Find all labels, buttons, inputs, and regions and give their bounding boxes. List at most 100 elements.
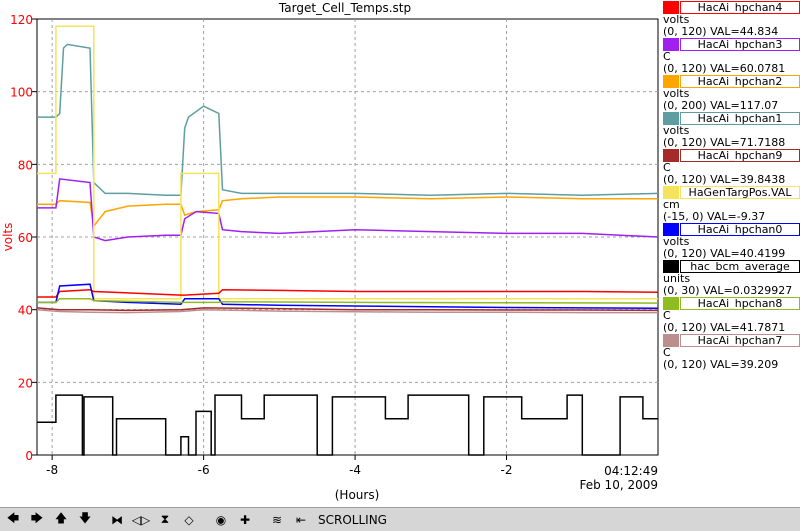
legend-value: VAL=40.4199 [710, 248, 786, 260]
legend-value: VAL=0.0329927 [703, 285, 793, 297]
legend-item[interactable]: HacAi_hpchan7 C (0, 120) VAL=39.209 [663, 333, 800, 371]
legend-range: (0, 120) [663, 322, 707, 334]
legend-range: (0, 120) [663, 26, 707, 38]
crosshair-button[interactable]: ✚ [234, 509, 256, 530]
x-tick-label: -4 [349, 463, 361, 477]
legend-channel-name: HacAi_hpchan7 [680, 333, 800, 347]
legend-range: (-15, 0) [663, 211, 704, 223]
scroll-up-button[interactable]: 🡅 [50, 509, 72, 530]
x-tick-label: -8 [46, 463, 58, 477]
series-line-hagentargpos-val [37, 25, 658, 300]
series-layer [36, 25, 659, 456]
zoom-y-out-button[interactable]: ◇ [178, 509, 200, 530]
legend-unit: volts [663, 14, 690, 26]
legend-item[interactable]: HacAi_hpchan2 volts (0, 200) VAL=117.07 [663, 74, 800, 112]
series-line-hacai-hpchan8 [37, 298, 659, 304]
legend-row: HacAi_hpchan1 [663, 111, 800, 125]
y-tick-label: 40 [18, 304, 33, 318]
legend-unit: volts [663, 125, 690, 137]
legend-unit: units [663, 273, 691, 285]
chart-title: Target_Cell_Temps.stp [278, 1, 411, 15]
legend-row: HacAi_hpchan9 [663, 148, 800, 162]
legend-readout: (0, 120) VAL=60.0781 [663, 63, 800, 75]
mode-label: SCROLLING [318, 512, 387, 527]
autoscale-button[interactable]: ≋ [266, 509, 288, 530]
autoscale-icon: ≋ [271, 512, 283, 527]
legend-value: VAL=60.0781 [710, 63, 786, 75]
legend: HacAi_hpchan4 volts (0, 120) VAL=44.834 Hac… [663, 0, 800, 372]
scroll-left-button[interactable]: 🡄 [2, 509, 24, 530]
legend-swatch [663, 74, 679, 88]
legend-channel-name: HaGenTargPos.VAL [680, 185, 800, 199]
legend-unit: C [663, 310, 671, 322]
legend-channel-name: HacAi_hpchan0 [680, 222, 800, 236]
legend-unit: volts [663, 236, 690, 248]
legend-item[interactable]: HacAi_hpchan3 C (0, 120) VAL=60.0781 [663, 37, 800, 75]
plus-icon: ✚ [239, 512, 251, 527]
legend-row: HacAi_hpchan0 [663, 222, 800, 236]
scroll-right-button[interactable]: 🡆 [26, 509, 48, 530]
legend-channel-name: HacAi_hpchan1 [680, 111, 800, 125]
legend-range: (0, 120) [663, 137, 707, 149]
legend-item[interactable]: HacAi_hpchan1 volts (0, 120) VAL=71.7188 [663, 111, 800, 149]
arrow-right-icon: 🡆 [30, 511, 44, 525]
legend-value: VAL=39.209 [710, 359, 779, 371]
legend-range: (0, 120) [663, 359, 707, 371]
zoom-y-in-button[interactable]: ⧗ [154, 509, 176, 530]
toolbar-buttons: 🡄 🡆 🡅 🡇 ⧓ ◁▷ ⧗ ◇ ◉ ✚ ≋ ⇤ [0, 509, 312, 530]
zoom-x-in-button[interactable]: ⧓ [106, 509, 128, 530]
legend-readout: (0, 120) VAL=41.7871 [663, 322, 800, 334]
legend-item[interactable]: HacAi_hpchan0 volts (0, 120) VAL=40.4199 [663, 222, 800, 260]
legend-unit: C [663, 51, 671, 63]
axes-layer: -8 -6 -4 -2 0 20 40 60 80 100 120 [10, 13, 512, 477]
legend-value: VAL=39.8438 [710, 174, 786, 186]
legend-value: VAL=-9.37 [707, 211, 766, 223]
legend-readout: (0, 120) VAL=39.8438 [663, 174, 800, 186]
legend-row: HacAi_hpchan8 [663, 296, 800, 310]
reset-button[interactable]: ◉ [210, 509, 232, 530]
legend-channel-name: HacAi_hpchan9 [680, 148, 800, 162]
legend-value: VAL=41.7871 [710, 322, 786, 334]
series-line-hacai-hpchan1 [37, 43, 659, 196]
legend-unit: C [663, 162, 671, 174]
legend-readout: (0, 120) VAL=71.7188 [663, 137, 800, 149]
compress-vertical-icon: ◇ [184, 512, 194, 527]
legend-value: VAL=117.07 [710, 100, 779, 112]
legend-item[interactable]: HacAi_hpchan8 C (0, 120) VAL=41.7871 [663, 296, 800, 334]
series-line-hacai-hpchan0 [37, 283, 659, 309]
arrow-down-icon: 🡇 [78, 511, 92, 525]
legend-range: (0, 120) [663, 174, 707, 186]
legend-range: (0, 120) [663, 248, 707, 260]
toolbar: 🡄 🡆 🡅 🡇 ⧓ ◁▷ ⧗ ◇ ◉ ✚ ≋ ⇤ SCROLLING [0, 507, 800, 531]
legend-swatch [663, 111, 679, 125]
legend-channel-name: hac_bcm_average [680, 259, 800, 273]
legend-swatch [663, 0, 679, 14]
jump-end-icon: ⇤ [295, 512, 307, 527]
scroll-down-button[interactable]: 🡇 [74, 509, 96, 530]
y-tick-label: 20 [18, 376, 33, 390]
zoom-x-out-button[interactable]: ◁▷ [130, 509, 152, 530]
legend-item[interactable]: hac_bcm_average units (0, 30) VAL=0.032992… [663, 259, 800, 297]
legend-channel-name: HacAi_hpchan2 [680, 74, 800, 88]
legend-item[interactable]: HaGenTargPos.VAL cm (-15, 0) VAL=-9.37 [663, 185, 800, 223]
legend-unit: volts [663, 88, 690, 100]
legend-row: HacAi_hpchan3 [663, 37, 800, 51]
legend-swatch [663, 222, 679, 236]
legend-readout: (0, 200) VAL=117.07 [663, 100, 800, 112]
legend-readout: (0, 120) VAL=44.834 [663, 26, 800, 38]
legend-item[interactable]: HacAi_hpchan9 C (0, 120) VAL=39.8438 [663, 148, 800, 186]
legend-readout: (0, 30) VAL=0.0329927 [663, 285, 800, 297]
legend-value: VAL=71.7188 [710, 137, 786, 149]
plot-area[interactable]: -8 -6 -4 -2 0 20 40 60 80 100 120 Target_Cell_Temp… [0, 0, 663, 507]
target-icon: ◉ [215, 512, 227, 527]
legend-swatch [663, 148, 679, 162]
y-tick-label: 0 [25, 449, 33, 463]
legend-item[interactable]: HacAi_hpchan4 volts (0, 120) VAL=44.834 [663, 0, 800, 38]
legend-swatch [663, 333, 679, 347]
legend-range: (0, 120) [663, 63, 707, 75]
legend-readout: (0, 120) VAL=39.209 [663, 359, 800, 371]
legend-channel-name: HacAi_hpchan3 [680, 37, 800, 51]
legend-swatch [663, 296, 679, 310]
series-line-hacai-hpchan9 [36, 307, 659, 312]
jump-to-end-button[interactable]: ⇤ [290, 509, 312, 530]
